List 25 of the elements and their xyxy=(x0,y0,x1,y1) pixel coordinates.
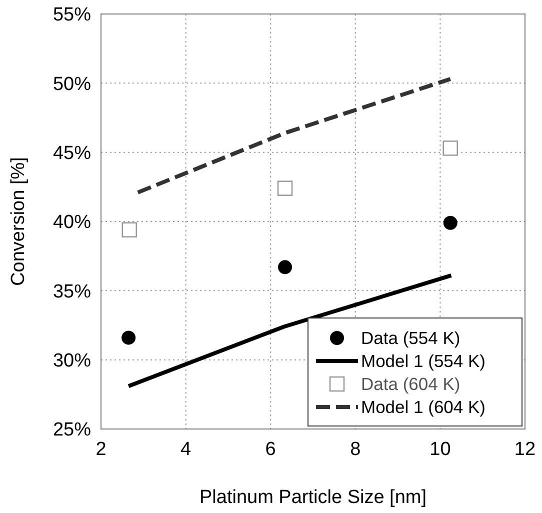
x-tick-label: 2 xyxy=(96,439,106,460)
x-tick-label: 8 xyxy=(350,439,361,460)
legend-label: Data (554 K) xyxy=(361,328,460,348)
y-tick-label: 30% xyxy=(52,350,92,372)
point xyxy=(278,260,292,274)
y-tick-label: 40% xyxy=(52,212,92,234)
legend-label: Model 1 (604 K) xyxy=(361,397,486,418)
point xyxy=(277,180,293,196)
x-tick-label: 4 xyxy=(180,439,192,460)
y-tick-label: 45% xyxy=(52,142,92,164)
point xyxy=(122,330,136,345)
x-tick-label: 12 xyxy=(514,439,536,460)
y-tick-label: 25% xyxy=(52,420,92,441)
x-axis-title: Platinum Particle Size [nm] xyxy=(199,487,427,508)
point xyxy=(443,216,458,230)
y-axis-title: Conversion [%] xyxy=(8,157,29,286)
x-tick-label: 6 xyxy=(265,439,276,460)
point xyxy=(442,140,458,156)
y-tick-label: 50% xyxy=(52,74,92,95)
y-tick-label: 35% xyxy=(52,281,92,302)
legend-label: Model 1 (554 K) xyxy=(361,351,486,372)
legend-label: Data (604 K) xyxy=(361,374,460,394)
y-tick-label: 55% xyxy=(52,4,92,26)
point xyxy=(122,222,138,238)
x-tick-label: 10 xyxy=(430,439,451,460)
